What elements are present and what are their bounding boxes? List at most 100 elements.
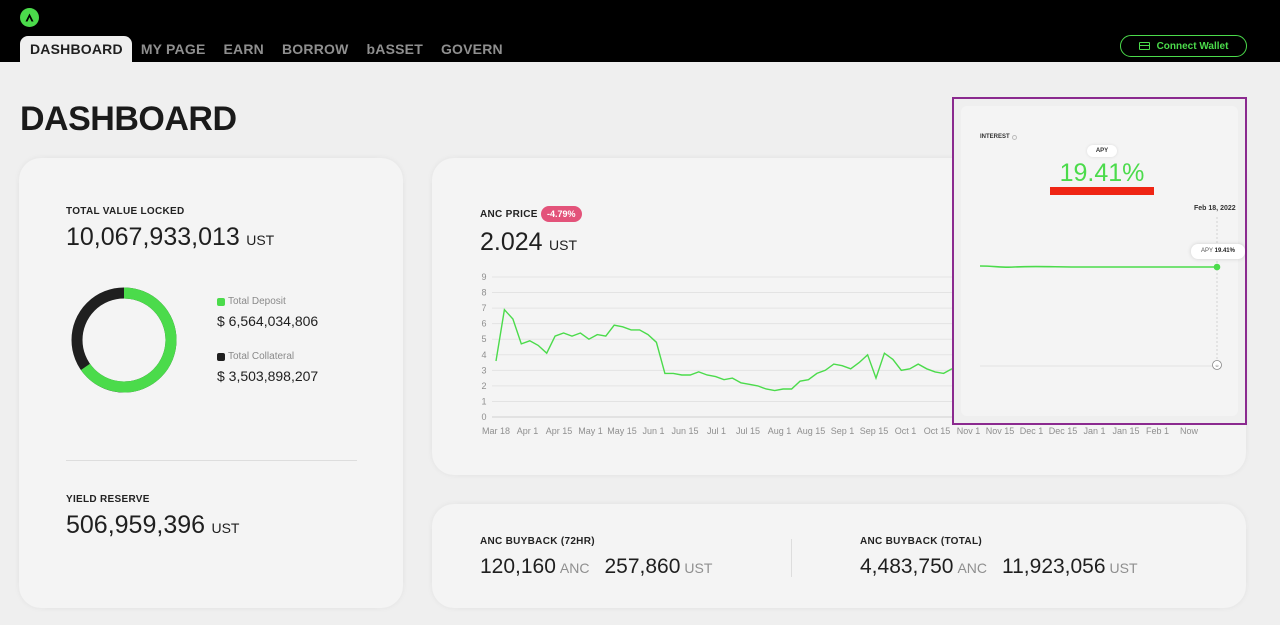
- tab-borrow[interactable]: BORROW: [281, 41, 349, 57]
- anc-price-unit: UST: [549, 237, 578, 253]
- buyback-card: ANC BUYBACK (72HR) 120,160 ANC 257,860 U…: [432, 504, 1246, 608]
- apy-value: 19.41%: [1059, 159, 1145, 187]
- apy-tooltip-value: 19.41%: [1214, 248, 1235, 254]
- buyback-72hr-anc: 120,160: [480, 555, 556, 578]
- x-tick-label: Sep 15: [860, 426, 889, 436]
- buyback-total: ANC BUYBACK (TOTAL) 4,483,750 ANC 11,923…: [860, 536, 1153, 579]
- y-tick-label: 9: [481, 272, 486, 282]
- deposit-label: Total Deposit: [228, 296, 286, 307]
- redaction-bar: [1050, 187, 1154, 195]
- apy-point: [1213, 263, 1221, 271]
- anc-price-chart[interactable]: 0 1 2 3 4 5 6 7 8 9 Mar 18 Apr 1 Apr 15 May 1 May 15 Ju…: [432, 158, 1246, 448]
- deposit-value: $ 6,564,034,806: [217, 313, 319, 329]
- tvl-donut-chart: [71, 287, 177, 393]
- anc-price-label: ANC PRICE: [480, 209, 538, 220]
- price-line: [495, 308, 953, 392]
- y-tick-label: 2: [481, 381, 486, 391]
- buyback-total-anc: 4,483,750: [860, 555, 954, 578]
- y-tick-label: 3: [481, 365, 486, 375]
- x-tick-label: Nov 1: [957, 426, 981, 436]
- time-handle-icon: [1212, 360, 1222, 370]
- y-tick-label: 8: [481, 288, 486, 298]
- yield-reserve-label: YIELD RESERVE: [66, 494, 150, 505]
- wallet-icon: [1138, 42, 1150, 50]
- divider: [66, 460, 357, 461]
- apy-tooltip-label: APY: [1201, 248, 1213, 254]
- buyback-total-ust: 11,923,056: [1002, 555, 1106, 578]
- y-tick-label: 7: [481, 303, 486, 313]
- x-tick-label: Aug 1: [768, 426, 792, 436]
- x-tick-label: Feb 1: [1146, 426, 1169, 436]
- x-tick-label: Dec 1: [1020, 426, 1044, 436]
- x-tick-label: Dec 15: [1049, 426, 1078, 436]
- tab-basset[interactable]: bASSET: [366, 41, 423, 57]
- buyback-divider: [791, 539, 792, 577]
- apy-tooltip: APY 19.41%: [1191, 244, 1245, 259]
- apy-date: Feb 18, 2022: [1194, 205, 1236, 212]
- yield-reserve-amount: 506,959,396: [66, 511, 206, 539]
- apy-line: [979, 265, 1217, 269]
- x-tick-label: May 1: [578, 426, 603, 436]
- interest-label: INTEREST: [980, 134, 1017, 140]
- main-nav: DASHBOARD MY PAGE EARN BORROW bASSET GOV…: [20, 36, 512, 62]
- buyback-total-label: ANC BUYBACK (TOTAL): [860, 536, 982, 547]
- y-tick-label: 5: [481, 334, 486, 344]
- apy-chart[interactable]: ‹›: [954, 99, 1249, 427]
- tab-dashboard[interactable]: DASHBOARD: [20, 36, 132, 62]
- buyback-total-ust-unit: UST: [1109, 560, 1138, 576]
- buyback-72hr-ust-unit: UST: [684, 560, 713, 576]
- legend-deposit: Total Deposit $ 6,564,034,806: [217, 296, 318, 329]
- x-tick-label: Jun 15: [671, 426, 698, 436]
- collateral-swatch: [217, 352, 225, 361]
- tvl-amount: 10,067,933,013: [66, 223, 240, 251]
- y-tick-label: 6: [481, 319, 486, 329]
- connect-wallet-label: Connect Wallet: [1156, 40, 1229, 52]
- top-bar: DASHBOARD MY PAGE EARN BORROW bASSET GOV…: [0, 0, 1280, 62]
- tvl-unit: UST: [246, 232, 275, 248]
- deposit-swatch: [217, 297, 225, 306]
- yield-reserve-value: 506,959,396 UST: [66, 511, 239, 540]
- x-tick-label: Aug 15: [797, 426, 826, 436]
- anc-price-value: 2.024 UST: [480, 228, 577, 257]
- buyback-72hr-anc-unit: ANC: [559, 560, 590, 576]
- apy-pill[interactable]: APY: [1087, 145, 1117, 157]
- collateral-value: $ 3,503,898,207: [217, 368, 319, 384]
- buyback-72hr-ust: 257,860: [604, 555, 681, 578]
- y-tick-label: 1: [481, 396, 486, 406]
- legend-collateral: Total Collateral $ 3,503,898,207: [217, 351, 318, 384]
- tvl-label: TOTAL VALUE LOCKED: [66, 206, 185, 217]
- y-tick-label: 4: [481, 350, 486, 360]
- time-handle-glyph: ‹›: [1215, 364, 1219, 370]
- buyback-total-anc-unit: ANC: [957, 560, 987, 576]
- tab-govern[interactable]: GOVERN: [440, 41, 503, 57]
- x-tick-label: Jan 15: [1112, 426, 1139, 436]
- interest-panel: [961, 106, 1238, 416]
- buyback-72hr: ANC BUYBACK (72HR) 120,160 ANC 257,860 U…: [480, 536, 727, 579]
- yield-reserve-unit: UST: [211, 520, 240, 536]
- x-tick-label: Jul 15: [736, 426, 760, 436]
- x-tick-label: Oct 1: [895, 426, 917, 436]
- donut-deposit-arc: [71, 287, 177, 393]
- tab-my-page[interactable]: MY PAGE: [140, 41, 206, 57]
- interest-text: INTEREST: [980, 134, 1010, 140]
- info-icon[interactable]: [1011, 134, 1017, 140]
- tvl-value: 10,067,933,013 UST: [66, 223, 274, 252]
- buyback-72hr-label: ANC BUYBACK (72HR): [480, 536, 595, 547]
- x-tick-label: Jan 1: [1083, 426, 1105, 436]
- tvl-card: TOTAL VALUE LOCKED 10,067,933,013 UST To…: [19, 158, 403, 608]
- x-tick-label: Now: [1180, 426, 1199, 436]
- x-tick-label: Nov 15: [986, 426, 1015, 436]
- tab-earn[interactable]: EARN: [223, 41, 264, 57]
- x-tick-label: Mar 18: [482, 426, 510, 436]
- collateral-label: Total Collateral: [228, 351, 295, 362]
- x-tick-label: Jun 1: [642, 426, 664, 436]
- x-tick-label: Apr 1: [517, 426, 539, 436]
- anc-price-amount: 2.024: [480, 228, 543, 256]
- x-tick-label: Jul 1: [707, 426, 726, 436]
- interest-highlight-overlay: INTEREST APY 19.41% Feb 18, 2022 ‹› APY …: [952, 97, 1247, 425]
- page-title: DASHBOARD: [20, 100, 237, 138]
- connect-wallet-button[interactable]: Connect Wallet: [1120, 35, 1247, 57]
- x-tick-label: Oct 15: [924, 426, 951, 436]
- anchor-logo-icon[interactable]: [20, 8, 39, 27]
- x-tick-label: May 15: [607, 426, 637, 436]
